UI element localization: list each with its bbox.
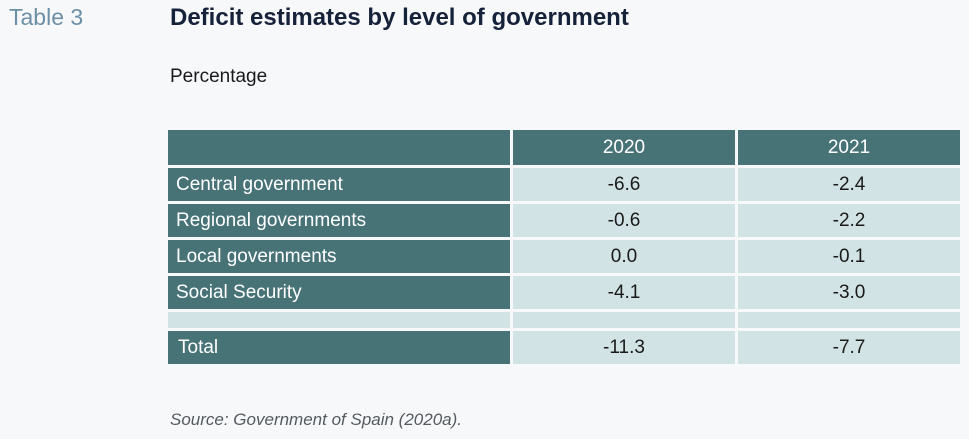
value-2021: -2.4 xyxy=(738,168,960,201)
value-2020: -6.6 xyxy=(513,168,735,201)
row-label: Regional governments xyxy=(168,204,510,237)
total-label: Total xyxy=(168,331,510,364)
row-label: Social Security xyxy=(168,276,510,309)
header-cell-2021: 2021 xyxy=(738,130,960,165)
table-row: Social Security -4.1 -3.0 xyxy=(168,276,960,309)
table-subtitle: Percentage xyxy=(170,66,268,87)
header-cell-label xyxy=(168,130,510,165)
table-row: Central government -6.6 -2.4 xyxy=(168,168,960,201)
deficit-table: 2020 2021 Central government -6.6 -2.4 R… xyxy=(165,127,963,367)
table-row: Local governments 0.0 -0.1 xyxy=(168,240,960,273)
table-row: Regional governments -0.6 -2.2 xyxy=(168,204,960,237)
row-label: Local governments xyxy=(168,240,510,273)
header-cell-2020: 2020 xyxy=(513,130,735,165)
total-row: Total -11.3 -7.7 xyxy=(168,331,960,364)
spacer-cell xyxy=(513,312,735,328)
total-value-2020: -11.3 xyxy=(513,331,735,364)
spacer-cell xyxy=(168,312,510,328)
table-header-row: 2020 2021 xyxy=(168,130,960,165)
value-2020: 0.0 xyxy=(513,240,735,273)
spacer-cell xyxy=(738,312,960,328)
value-2021: -2.2 xyxy=(738,204,960,237)
source-note: Source: Government of Spain (2020a). xyxy=(170,410,462,429)
table-number-label: Table 3 xyxy=(9,4,84,30)
value-2021: -3.0 xyxy=(738,276,960,309)
value-2021: -0.1 xyxy=(738,240,960,273)
table-title: Deficit estimates by level of government xyxy=(170,4,629,31)
value-2020: -0.6 xyxy=(513,204,735,237)
value-2020: -4.1 xyxy=(513,276,735,309)
total-value-2021: -7.7 xyxy=(738,331,960,364)
row-label: Central government xyxy=(168,168,510,201)
spacer-row xyxy=(168,312,960,328)
